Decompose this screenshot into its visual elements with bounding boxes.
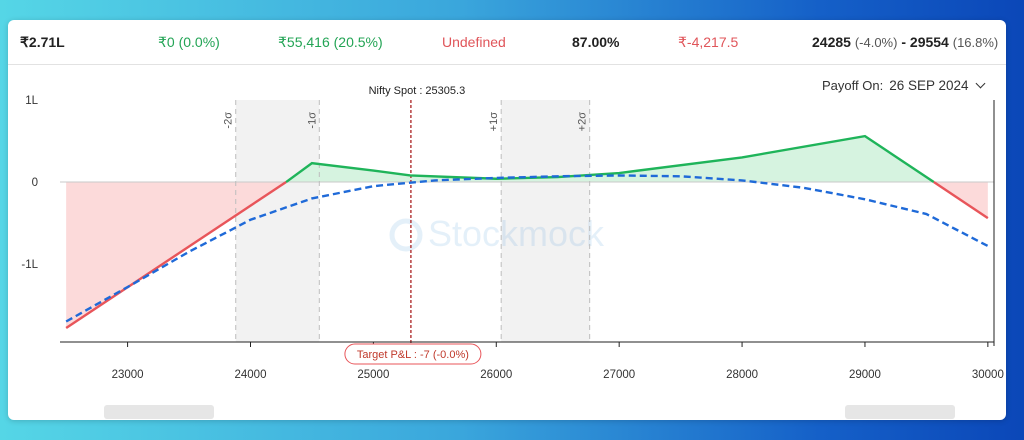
watermark: Stockmock bbox=[389, 213, 605, 254]
y-tick-label-3: -1L bbox=[21, 259, 38, 271]
stat-breakeven-range: 24285 (-4.0%) - 29554 (16.8%) bbox=[812, 34, 998, 50]
x-tick-label-2: 24000 bbox=[234, 369, 266, 381]
stat-value-3: ₹55,416 (20.5%) bbox=[278, 34, 383, 50]
x-tick-label-8: 30000 bbox=[972, 369, 1004, 381]
series-lines bbox=[65, 134, 989, 330]
stat-value-5: 87.00% bbox=[572, 34, 620, 50]
x-tick-label-4: 26000 bbox=[480, 369, 512, 381]
range-high-pct: (16.8%) bbox=[952, 35, 999, 50]
target-pnl-badge bbox=[344, 343, 482, 365]
payoff-date-selector[interactable]: Payoff On: 26 SEP 2024 bbox=[822, 78, 985, 93]
axes: 23000 24000 25000 26000 27000 28000 29000 30000… bbox=[21, 95, 1003, 381]
stat-value-6: ₹-4,217.5 bbox=[678, 34, 739, 50]
payoff-date: 26 SEP 2024 bbox=[889, 78, 969, 93]
sigma-label-4: +2σ bbox=[577, 112, 589, 132]
target-label: Target P&L : -7 (-0.0%) bbox=[344, 343, 482, 365]
watermark-text: Stockmock bbox=[428, 213, 605, 254]
sigma-band-2 bbox=[501, 100, 590, 342]
stat-value-4: Undefined bbox=[442, 34, 506, 50]
stat-value-2: ₹0 (0.0%) bbox=[158, 34, 220, 50]
payoff-label: Payoff On: bbox=[822, 78, 884, 93]
range-separator: - bbox=[897, 34, 910, 50]
x-tick-label-1: 23000 bbox=[112, 369, 144, 381]
logo-icon bbox=[389, 218, 423, 252]
sigma-lines: -2σ -1σ +1σ +2σ bbox=[223, 100, 591, 342]
payoff-chart: Stockmock -2σ -1σ +1σ +2σ Nifty Spot : 2530… bbox=[21, 85, 1003, 381]
sigma-label-1: -2σ bbox=[223, 112, 235, 129]
stats-bar: ₹2.71L ₹0 (0.0%) ₹55,416 (20.5%) Undefin… bbox=[8, 20, 1006, 65]
expiry-payoff-line-3 bbox=[933, 181, 989, 220]
target-pnl-text: Target P&L : -7 (-0.0%) bbox=[357, 349, 469, 361]
expiry-payoff-line-1 bbox=[65, 181, 287, 330]
x-tick-label-6: 28000 bbox=[726, 369, 758, 381]
profit-area-2 bbox=[286, 136, 934, 183]
sigma-label-3: +1σ bbox=[488, 112, 500, 132]
expiry-payoff-line-2 bbox=[285, 134, 935, 184]
x-tick-label-7: 29000 bbox=[849, 369, 881, 381]
range-low: 24285 bbox=[812, 34, 851, 50]
spot-label: Nifty Spot : 25305.3 bbox=[369, 85, 466, 97]
range-high: 29554 bbox=[909, 34, 949, 50]
y-tick-label-2: 0 bbox=[32, 177, 38, 189]
range-low-pct: (-4.0%) bbox=[854, 35, 898, 50]
scroll-handle-right[interactable] bbox=[845, 405, 955, 419]
sigma-bands bbox=[235, 100, 590, 342]
spot-marker: Nifty Spot : 25305.3 bbox=[369, 85, 466, 354]
x-tick-label-5: 27000 bbox=[603, 369, 635, 381]
stat-value-1: ₹2.71L bbox=[20, 34, 65, 50]
x-tick-label-3: 25000 bbox=[357, 369, 389, 381]
y-tick-label-1: 1L bbox=[25, 95, 38, 107]
scroll-handle-left[interactable] bbox=[104, 405, 214, 419]
payoff-card: ₹2.71L ₹0 (0.0%) ₹55,416 (20.5%) Undefin… bbox=[8, 20, 1006, 420]
sigma-label-2: -1σ bbox=[306, 112, 318, 129]
sigma-band-1 bbox=[235, 100, 320, 342]
